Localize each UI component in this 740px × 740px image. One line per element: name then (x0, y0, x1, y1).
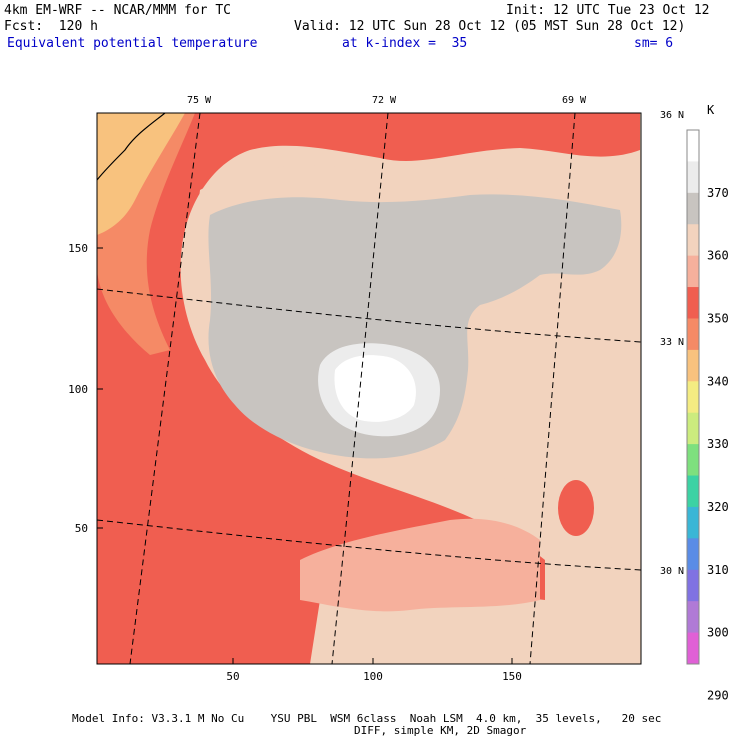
y-tick-label: 100 (68, 383, 88, 396)
model-info-cont: DIFF, simple KM, 2D Smagor (354, 724, 527, 737)
colorbar-unit: K (707, 103, 715, 117)
y-tick-label: 150 (68, 242, 88, 255)
colorbar-swatch (687, 192, 699, 225)
x-tick-label: 150 (502, 670, 522, 683)
x-tick-label: 50 (226, 670, 239, 683)
colorbar-swatch (687, 538, 699, 571)
lat-label: 36 N (660, 110, 684, 121)
colorbar-tick-label: 300 (707, 626, 729, 640)
colorbar-tick-label: 370 (707, 186, 729, 200)
theta-e-field (97, 113, 641, 664)
colorbar-swatch (687, 318, 699, 351)
colorbar-frame (686, 129, 700, 665)
lon-label: 72 W (372, 95, 397, 106)
level-info: at k-index = 35 (342, 36, 468, 51)
colorbar-swatch (687, 412, 699, 445)
colorbar-tick-label: 350 (707, 311, 729, 325)
colorbar-tick-label: 310 (707, 563, 729, 577)
graticule (97, 113, 641, 664)
field-name: Equivalent potential temperature (7, 36, 258, 51)
colorbar-swatch (687, 601, 699, 634)
model-title: 4km EM-WRF -- NCAR/MMM for TC (4, 3, 231, 18)
axis-ticks (97, 247, 513, 664)
colorbar-swatch (687, 255, 699, 288)
colorbar-tick-label: 320 (707, 500, 729, 514)
init-time: Init: 12 UTC Tue 23 Oct 12 (506, 3, 710, 18)
colorbar-swatch (687, 632, 699, 665)
band-340 (97, 113, 640, 664)
colorbar-swatch (687, 506, 699, 539)
colorbar-tick-label: 290 (707, 688, 729, 702)
colorbar-labels: 370360350340330320310300290280 (707, 186, 729, 703)
lon-label: 75 W (187, 95, 212, 106)
colorbar-swatch (687, 161, 699, 194)
x-tick-label: 100 (363, 670, 383, 683)
colorbar-swatch (687, 381, 699, 414)
smoothing-info: sm= 6 (634, 36, 674, 51)
model-info: Model Info: V3.3.1 M No Cu YSU PBL WSM 6… (72, 712, 662, 725)
eye-core (334, 355, 416, 422)
y-tick-label: 50 (75, 522, 88, 535)
blob-340 (558, 480, 594, 536)
lon-label: 69 W (562, 95, 587, 106)
band-320 (97, 113, 185, 235)
valid-time: Valid: 12 UTC Sun 28 Oct 12 (05 MST Sun … (294, 19, 686, 34)
lat-label: 30 N (660, 566, 684, 577)
colorbar-swatch (687, 569, 699, 602)
colorbar-tick-label: 330 (707, 437, 729, 451)
band-360 (208, 194, 622, 459)
colorbar-tick-label: 340 (707, 374, 729, 388)
coastline (97, 113, 166, 181)
lat-label: 33 N (660, 337, 684, 348)
colorbar-swatch (687, 287, 699, 319)
colorbar-swatch (687, 130, 699, 162)
colorbar (686, 129, 700, 665)
forecast-hour: Fcst: 120 h (4, 19, 98, 34)
colorbar-swatch (687, 349, 699, 382)
colorbar-swatch (687, 444, 699, 477)
colorbar-tick-label: 360 (707, 249, 729, 263)
band-345 (300, 518, 540, 612)
colorbar-swatch (687, 475, 699, 508)
colorbar-swatch (687, 224, 699, 257)
